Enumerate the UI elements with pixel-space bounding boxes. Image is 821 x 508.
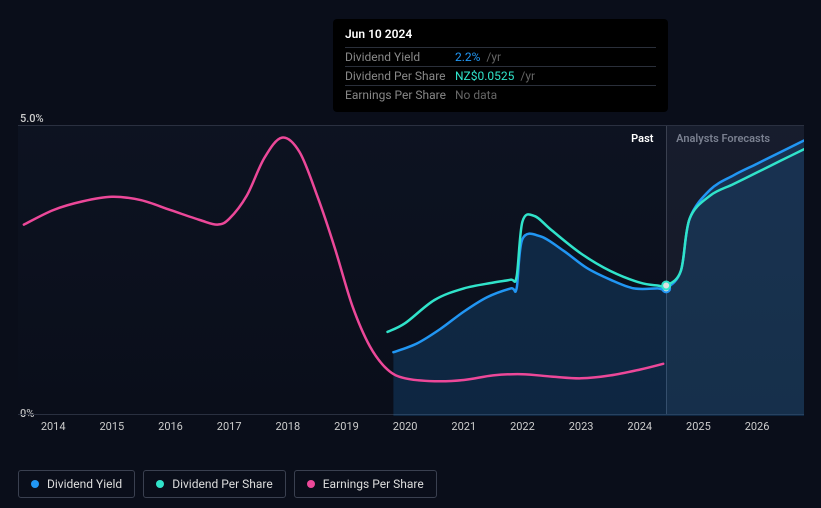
legend-label: Earnings Per Share	[323, 477, 424, 491]
tooltip-label: Earnings Per Share	[345, 88, 455, 102]
chart-legend: Dividend Yield Dividend Per Share Earnings…	[18, 470, 437, 498]
x-axis-tick: 2026	[745, 420, 770, 433]
x-axis-tick: 2023	[569, 420, 594, 433]
legend-item[interactable]: Dividend Per Share	[143, 470, 286, 498]
tooltip-value: No data	[455, 88, 656, 102]
x-axis-tick: 2025	[686, 420, 711, 433]
series-fill	[393, 141, 804, 417]
legend-item[interactable]: Earnings Per Share	[294, 470, 437, 498]
x-axis: 2014 2015 2016 2017 2018 2019 2020 2021 2022 2023…	[18, 420, 804, 440]
x-axis-tick: 2019	[334, 420, 359, 433]
x-axis-tick: 2022	[510, 420, 535, 433]
legend-dot-icon	[156, 480, 164, 488]
tooltip-row: Dividend Per ShareNZ$0.0525 /yr	[345, 66, 656, 85]
y-axis-label: 5.0%	[20, 112, 44, 125]
tooltip-unit: /yr	[483, 50, 501, 64]
dividend-chart[interactable]: 5.0%0% Past Analysts Forecasts 201420152…	[18, 105, 804, 425]
tooltip-label: Dividend Yield	[345, 50, 455, 64]
tooltip-row: Earnings Per ShareNo data	[345, 85, 656, 104]
legend-item[interactable]: Dividend Yield	[18, 470, 135, 498]
chart-tooltip: Jun 10 2024 Dividend Yield2.2% /yrDivide…	[333, 19, 668, 112]
legend-label: Dividend Per Share	[172, 477, 273, 491]
tooltip-value: NZ$0.0525 /yr	[455, 69, 656, 83]
x-axis-tick: 2021	[451, 420, 476, 433]
tooltip-row: Dividend Yield2.2% /yr	[345, 47, 656, 66]
legend-dot-icon	[31, 480, 39, 488]
tooltip-date: Jun 10 2024	[345, 27, 656, 41]
series-marker	[662, 282, 670, 290]
tooltip-unit: /yr	[517, 69, 535, 83]
x-axis-tick: 2018	[275, 420, 300, 433]
x-axis-tick: 2016	[158, 420, 183, 433]
legend-dot-icon	[307, 480, 315, 488]
plot-area[interactable]: Past Analysts Forecasts	[18, 125, 804, 415]
x-axis-tick: 2024	[627, 420, 652, 433]
x-axis-tick: 2020	[393, 420, 418, 433]
legend-label: Dividend Yield	[47, 477, 122, 491]
tooltip-value: 2.2% /yr	[455, 50, 656, 64]
x-axis-tick: 2015	[99, 420, 124, 433]
x-axis-tick: 2017	[217, 420, 242, 433]
x-axis-tick: 2014	[41, 420, 66, 433]
tooltip-label: Dividend Per Share	[345, 69, 455, 83]
